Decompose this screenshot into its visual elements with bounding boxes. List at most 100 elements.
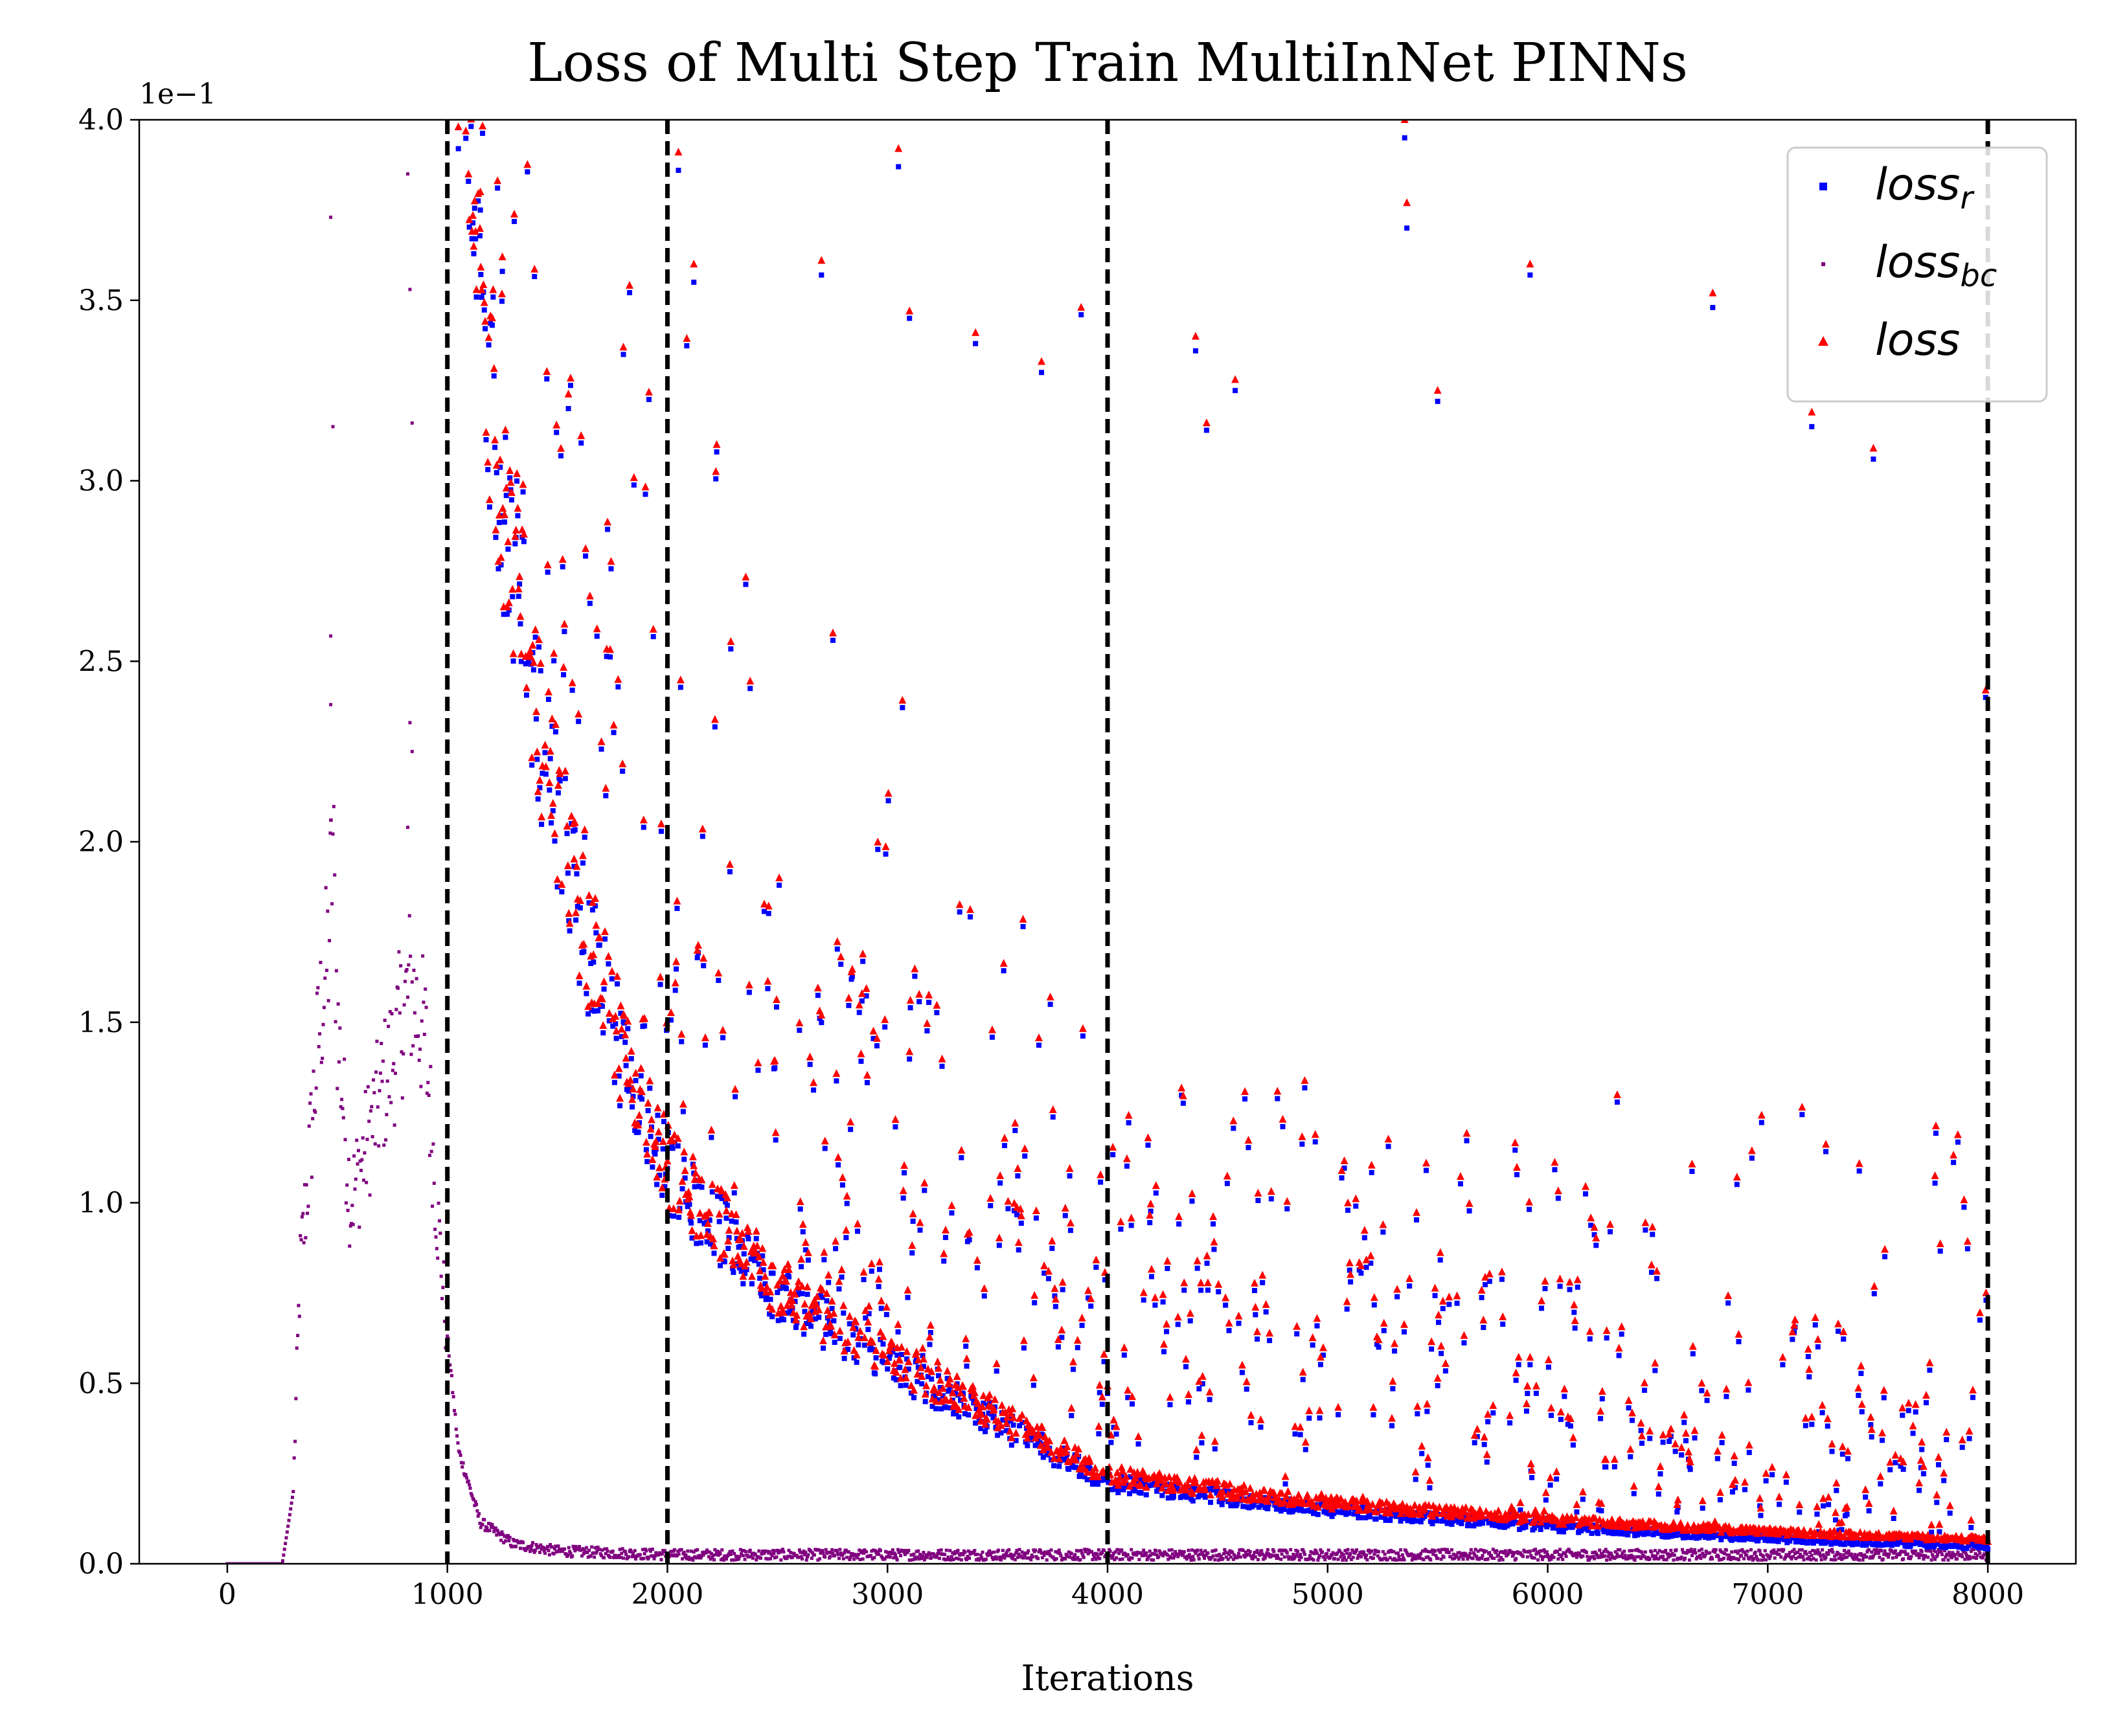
loss-bc-point [812, 1553, 816, 1557]
loss-r-point [1152, 1302, 1158, 1308]
loss-bc-point [991, 1557, 995, 1561]
loss-point [709, 1234, 718, 1243]
loss-r-point [905, 1366, 911, 1372]
loss-r-point [619, 1033, 624, 1039]
loss-point [771, 1128, 780, 1136]
loss-point [791, 1315, 800, 1324]
loss-bc-point [630, 1555, 634, 1559]
loss-point [1156, 1471, 1165, 1480]
loss-point [1054, 1335, 1062, 1343]
loss-bc-point [966, 1555, 970, 1559]
loss-bc-point [406, 826, 410, 829]
loss-bc-point [346, 1208, 350, 1212]
loss-point [1011, 1118, 1019, 1127]
loss-bc-point [1288, 1555, 1291, 1559]
loss-bc-point [442, 1260, 446, 1264]
loss-r-point [1385, 1517, 1391, 1523]
loss-r-point [1977, 1317, 1983, 1323]
loss-r-point [929, 1403, 935, 1409]
loss-bc-point [1552, 1555, 1556, 1559]
loss-point [1201, 1485, 1209, 1494]
loss-r-point [1184, 1494, 1190, 1500]
loss-r-point [902, 1170, 907, 1176]
loss-bc-point [363, 1151, 367, 1155]
loss-bc-point [714, 1553, 718, 1557]
loss-bc-point [1745, 1553, 1749, 1557]
loss-r-point [1389, 1423, 1394, 1428]
loss-bc-point [1799, 1552, 1803, 1556]
loss-r-point [550, 808, 556, 814]
loss-r-point [1527, 1206, 1532, 1212]
loss-point [595, 933, 604, 941]
loss-r-point [567, 928, 573, 934]
loss-point [1189, 1489, 1197, 1497]
loss-bc-point [1808, 1550, 1812, 1554]
loss-r-point [674, 966, 679, 972]
loss-r-point [1194, 1454, 1200, 1460]
loss-point [1060, 1436, 1069, 1445]
loss-point [867, 1259, 876, 1267]
loss-bc-point [1834, 1553, 1838, 1557]
loss-bc-point [326, 909, 330, 913]
loss-bc-point [1930, 1553, 1934, 1557]
loss-point [481, 317, 490, 325]
loss-bc-point [809, 1550, 813, 1553]
loss-bc-point [417, 1058, 421, 1062]
loss-r-point [804, 1291, 810, 1297]
loss-r-point [1093, 1265, 1099, 1270]
loss-r-point [1500, 1321, 1506, 1327]
loss-bc-point [1203, 1549, 1207, 1553]
loss-bc-point [436, 1256, 440, 1260]
loss-r-point [927, 1330, 933, 1336]
loss-r-point [1631, 1491, 1637, 1496]
loss-r-point [1711, 1535, 1716, 1540]
loss-bc-point [1013, 1558, 1017, 1562]
loss-point [1481, 1272, 1490, 1281]
loss-r-point [515, 513, 521, 519]
loss-bc-point [1834, 1558, 1838, 1562]
loss-r-point [562, 629, 567, 635]
loss-bc-point [883, 1557, 887, 1561]
loss-bc-point [1309, 1550, 1313, 1554]
loss-bc-point [1128, 1556, 1132, 1560]
loss-point [1046, 992, 1054, 1000]
loss-r-point [907, 1005, 913, 1011]
loss-point [1497, 1267, 1506, 1276]
loss-point [598, 994, 606, 1002]
loss-bc-point [1001, 1548, 1005, 1552]
loss-r-point [861, 1277, 867, 1283]
loss-bc-point [375, 1039, 379, 1043]
loss-point [617, 1024, 626, 1033]
loss-bc-point [1455, 1555, 1459, 1559]
loss-point [919, 1355, 927, 1363]
loss-bc-point [995, 1557, 999, 1561]
loss-r-point [1599, 1508, 1604, 1514]
loss-bc-point [1251, 1557, 1255, 1561]
loss-r-point [1317, 1415, 1323, 1421]
loss-r-point [831, 1318, 837, 1324]
loss-point [477, 262, 485, 271]
loss-r-point [1446, 1302, 1452, 1307]
loss-bc-point [1137, 1557, 1141, 1561]
loss-r-point [1082, 1474, 1087, 1480]
loss-bc-point [1727, 1553, 1731, 1557]
loss-point [981, 1419, 990, 1428]
loss-bc-point [362, 1178, 366, 1182]
loss-point [986, 1193, 995, 1202]
loss-bc-point [1936, 1553, 1940, 1557]
loss-point [1291, 1422, 1299, 1430]
loss-bc-point [390, 1012, 394, 1016]
loss-point [892, 1368, 900, 1376]
loss-bc-point [1422, 1558, 1426, 1562]
loss-r-point [1141, 1297, 1146, 1303]
loss-r-point [1564, 1521, 1570, 1527]
loss-r-point [824, 1298, 830, 1303]
loss-bc-point [657, 1553, 661, 1557]
loss-bc-point [1768, 1554, 1772, 1558]
loss-point [1041, 1432, 1049, 1441]
loss-point [685, 1188, 693, 1196]
loss-point [1198, 1431, 1206, 1439]
loss-bc-point [956, 1548, 960, 1552]
loss-bc-point [1637, 1555, 1641, 1559]
loss-point [946, 1374, 954, 1382]
